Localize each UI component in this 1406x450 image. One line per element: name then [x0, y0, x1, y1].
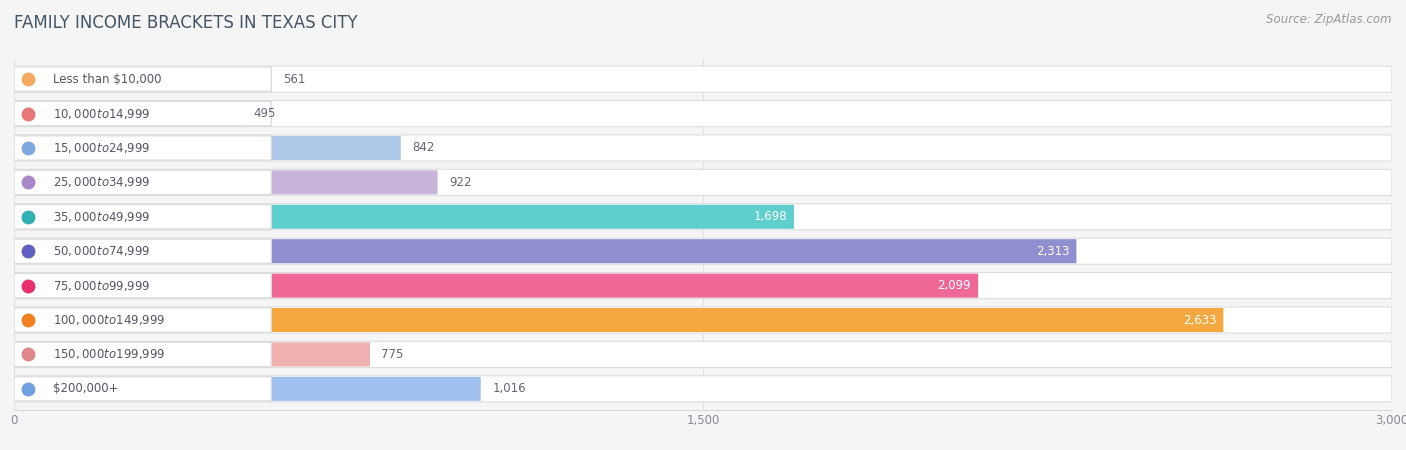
FancyBboxPatch shape: [14, 239, 1077, 263]
FancyBboxPatch shape: [14, 205, 794, 229]
Text: $75,000 to $99,999: $75,000 to $99,999: [53, 279, 150, 292]
Text: FAMILY INCOME BRACKETS IN TEXAS CITY: FAMILY INCOME BRACKETS IN TEXAS CITY: [14, 14, 357, 32]
FancyBboxPatch shape: [14, 135, 1392, 161]
FancyBboxPatch shape: [14, 273, 1392, 299]
FancyBboxPatch shape: [14, 342, 1392, 368]
FancyBboxPatch shape: [14, 342, 370, 366]
FancyBboxPatch shape: [14, 308, 271, 332]
FancyBboxPatch shape: [14, 376, 1392, 402]
FancyBboxPatch shape: [14, 377, 481, 401]
Text: 842: 842: [412, 141, 434, 154]
Text: 2,633: 2,633: [1182, 314, 1216, 327]
FancyBboxPatch shape: [14, 342, 271, 367]
FancyBboxPatch shape: [14, 67, 271, 91]
Text: $15,000 to $24,999: $15,000 to $24,999: [53, 141, 150, 155]
Text: 775: 775: [381, 348, 404, 361]
Text: 922: 922: [449, 176, 471, 189]
Text: 2,099: 2,099: [938, 279, 972, 292]
FancyBboxPatch shape: [14, 239, 271, 263]
Text: Source: ZipAtlas.com: Source: ZipAtlas.com: [1267, 14, 1392, 27]
Text: 1,698: 1,698: [754, 210, 787, 223]
Text: $150,000 to $199,999: $150,000 to $199,999: [53, 347, 166, 361]
FancyBboxPatch shape: [14, 204, 1392, 230]
Text: 1,016: 1,016: [492, 382, 526, 396]
FancyBboxPatch shape: [14, 308, 1223, 332]
Text: $25,000 to $34,999: $25,000 to $34,999: [53, 176, 150, 189]
FancyBboxPatch shape: [14, 66, 1392, 92]
FancyBboxPatch shape: [14, 136, 271, 160]
FancyBboxPatch shape: [14, 169, 1392, 195]
Text: $10,000 to $14,999: $10,000 to $14,999: [53, 107, 150, 121]
Text: 561: 561: [283, 72, 305, 86]
FancyBboxPatch shape: [14, 307, 1392, 333]
FancyBboxPatch shape: [14, 205, 271, 229]
FancyBboxPatch shape: [14, 377, 271, 401]
Text: $35,000 to $49,999: $35,000 to $49,999: [53, 210, 150, 224]
Text: $50,000 to $74,999: $50,000 to $74,999: [53, 244, 150, 258]
FancyBboxPatch shape: [14, 171, 437, 194]
Text: $200,000+: $200,000+: [53, 382, 118, 396]
Text: 2,313: 2,313: [1036, 245, 1070, 258]
FancyBboxPatch shape: [14, 170, 271, 194]
FancyBboxPatch shape: [14, 274, 979, 297]
FancyBboxPatch shape: [14, 100, 1392, 126]
FancyBboxPatch shape: [14, 102, 242, 126]
FancyBboxPatch shape: [14, 136, 401, 160]
FancyBboxPatch shape: [14, 101, 271, 126]
Text: 495: 495: [253, 107, 276, 120]
FancyBboxPatch shape: [14, 238, 1392, 264]
FancyBboxPatch shape: [14, 67, 271, 91]
Text: Less than $10,000: Less than $10,000: [53, 72, 162, 86]
FancyBboxPatch shape: [14, 274, 271, 298]
Text: $100,000 to $149,999: $100,000 to $149,999: [53, 313, 166, 327]
